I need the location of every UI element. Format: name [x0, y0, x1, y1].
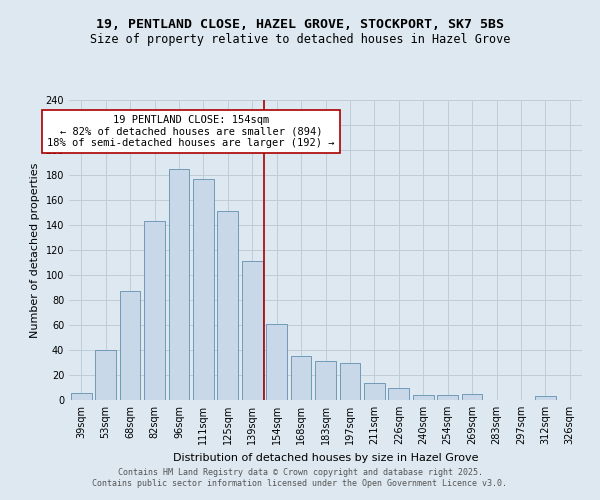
- Bar: [290, 356, 311, 400]
- Bar: [144, 221, 165, 400]
- Bar: [461, 394, 482, 400]
- Bar: [266, 324, 287, 400]
- Bar: [95, 350, 116, 400]
- Y-axis label: Number of detached properties: Number of detached properties: [30, 162, 40, 338]
- Bar: [119, 291, 140, 400]
- Bar: [71, 392, 92, 400]
- Bar: [193, 179, 214, 400]
- Bar: [388, 388, 409, 400]
- Bar: [535, 396, 556, 400]
- X-axis label: Distribution of detached houses by size in Hazel Grove: Distribution of detached houses by size …: [173, 452, 478, 462]
- Bar: [169, 169, 190, 400]
- Bar: [242, 261, 263, 400]
- Bar: [217, 211, 238, 400]
- Bar: [437, 395, 458, 400]
- Text: 19 PENTLAND CLOSE: 154sqm
← 82% of detached houses are smaller (894)
18% of semi: 19 PENTLAND CLOSE: 154sqm ← 82% of detac…: [47, 115, 335, 148]
- Text: Contains HM Land Registry data © Crown copyright and database right 2025.
Contai: Contains HM Land Registry data © Crown c…: [92, 468, 508, 487]
- Text: Size of property relative to detached houses in Hazel Grove: Size of property relative to detached ho…: [90, 32, 510, 46]
- Bar: [340, 362, 361, 400]
- Bar: [364, 382, 385, 400]
- Bar: [315, 361, 336, 400]
- Bar: [413, 395, 434, 400]
- Text: 19, PENTLAND CLOSE, HAZEL GROVE, STOCKPORT, SK7 5BS: 19, PENTLAND CLOSE, HAZEL GROVE, STOCKPO…: [96, 18, 504, 30]
